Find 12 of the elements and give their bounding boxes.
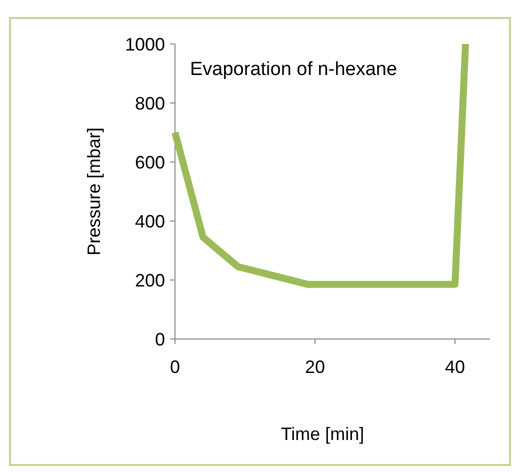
y-axis-title: Pressure [mbar] bbox=[84, 127, 104, 256]
y-tick-label: 1000 bbox=[124, 34, 165, 54]
y-tick-label: 200 bbox=[134, 270, 165, 290]
x-tick-label: 40 bbox=[444, 357, 466, 377]
y-tick-label: 0 bbox=[154, 329, 165, 350]
y-tick-label: 400 bbox=[134, 211, 165, 232]
text: Evaporation of n-hexane bbox=[190, 59, 398, 80]
y-tick-label: 600 bbox=[134, 152, 165, 172]
x-axis-title: Time [min] bbox=[280, 424, 364, 444]
x-tick-label: 0 bbox=[170, 357, 180, 377]
x-tick-label: 20 bbox=[304, 357, 326, 377]
y-tick-label: 800 bbox=[134, 93, 165, 114]
